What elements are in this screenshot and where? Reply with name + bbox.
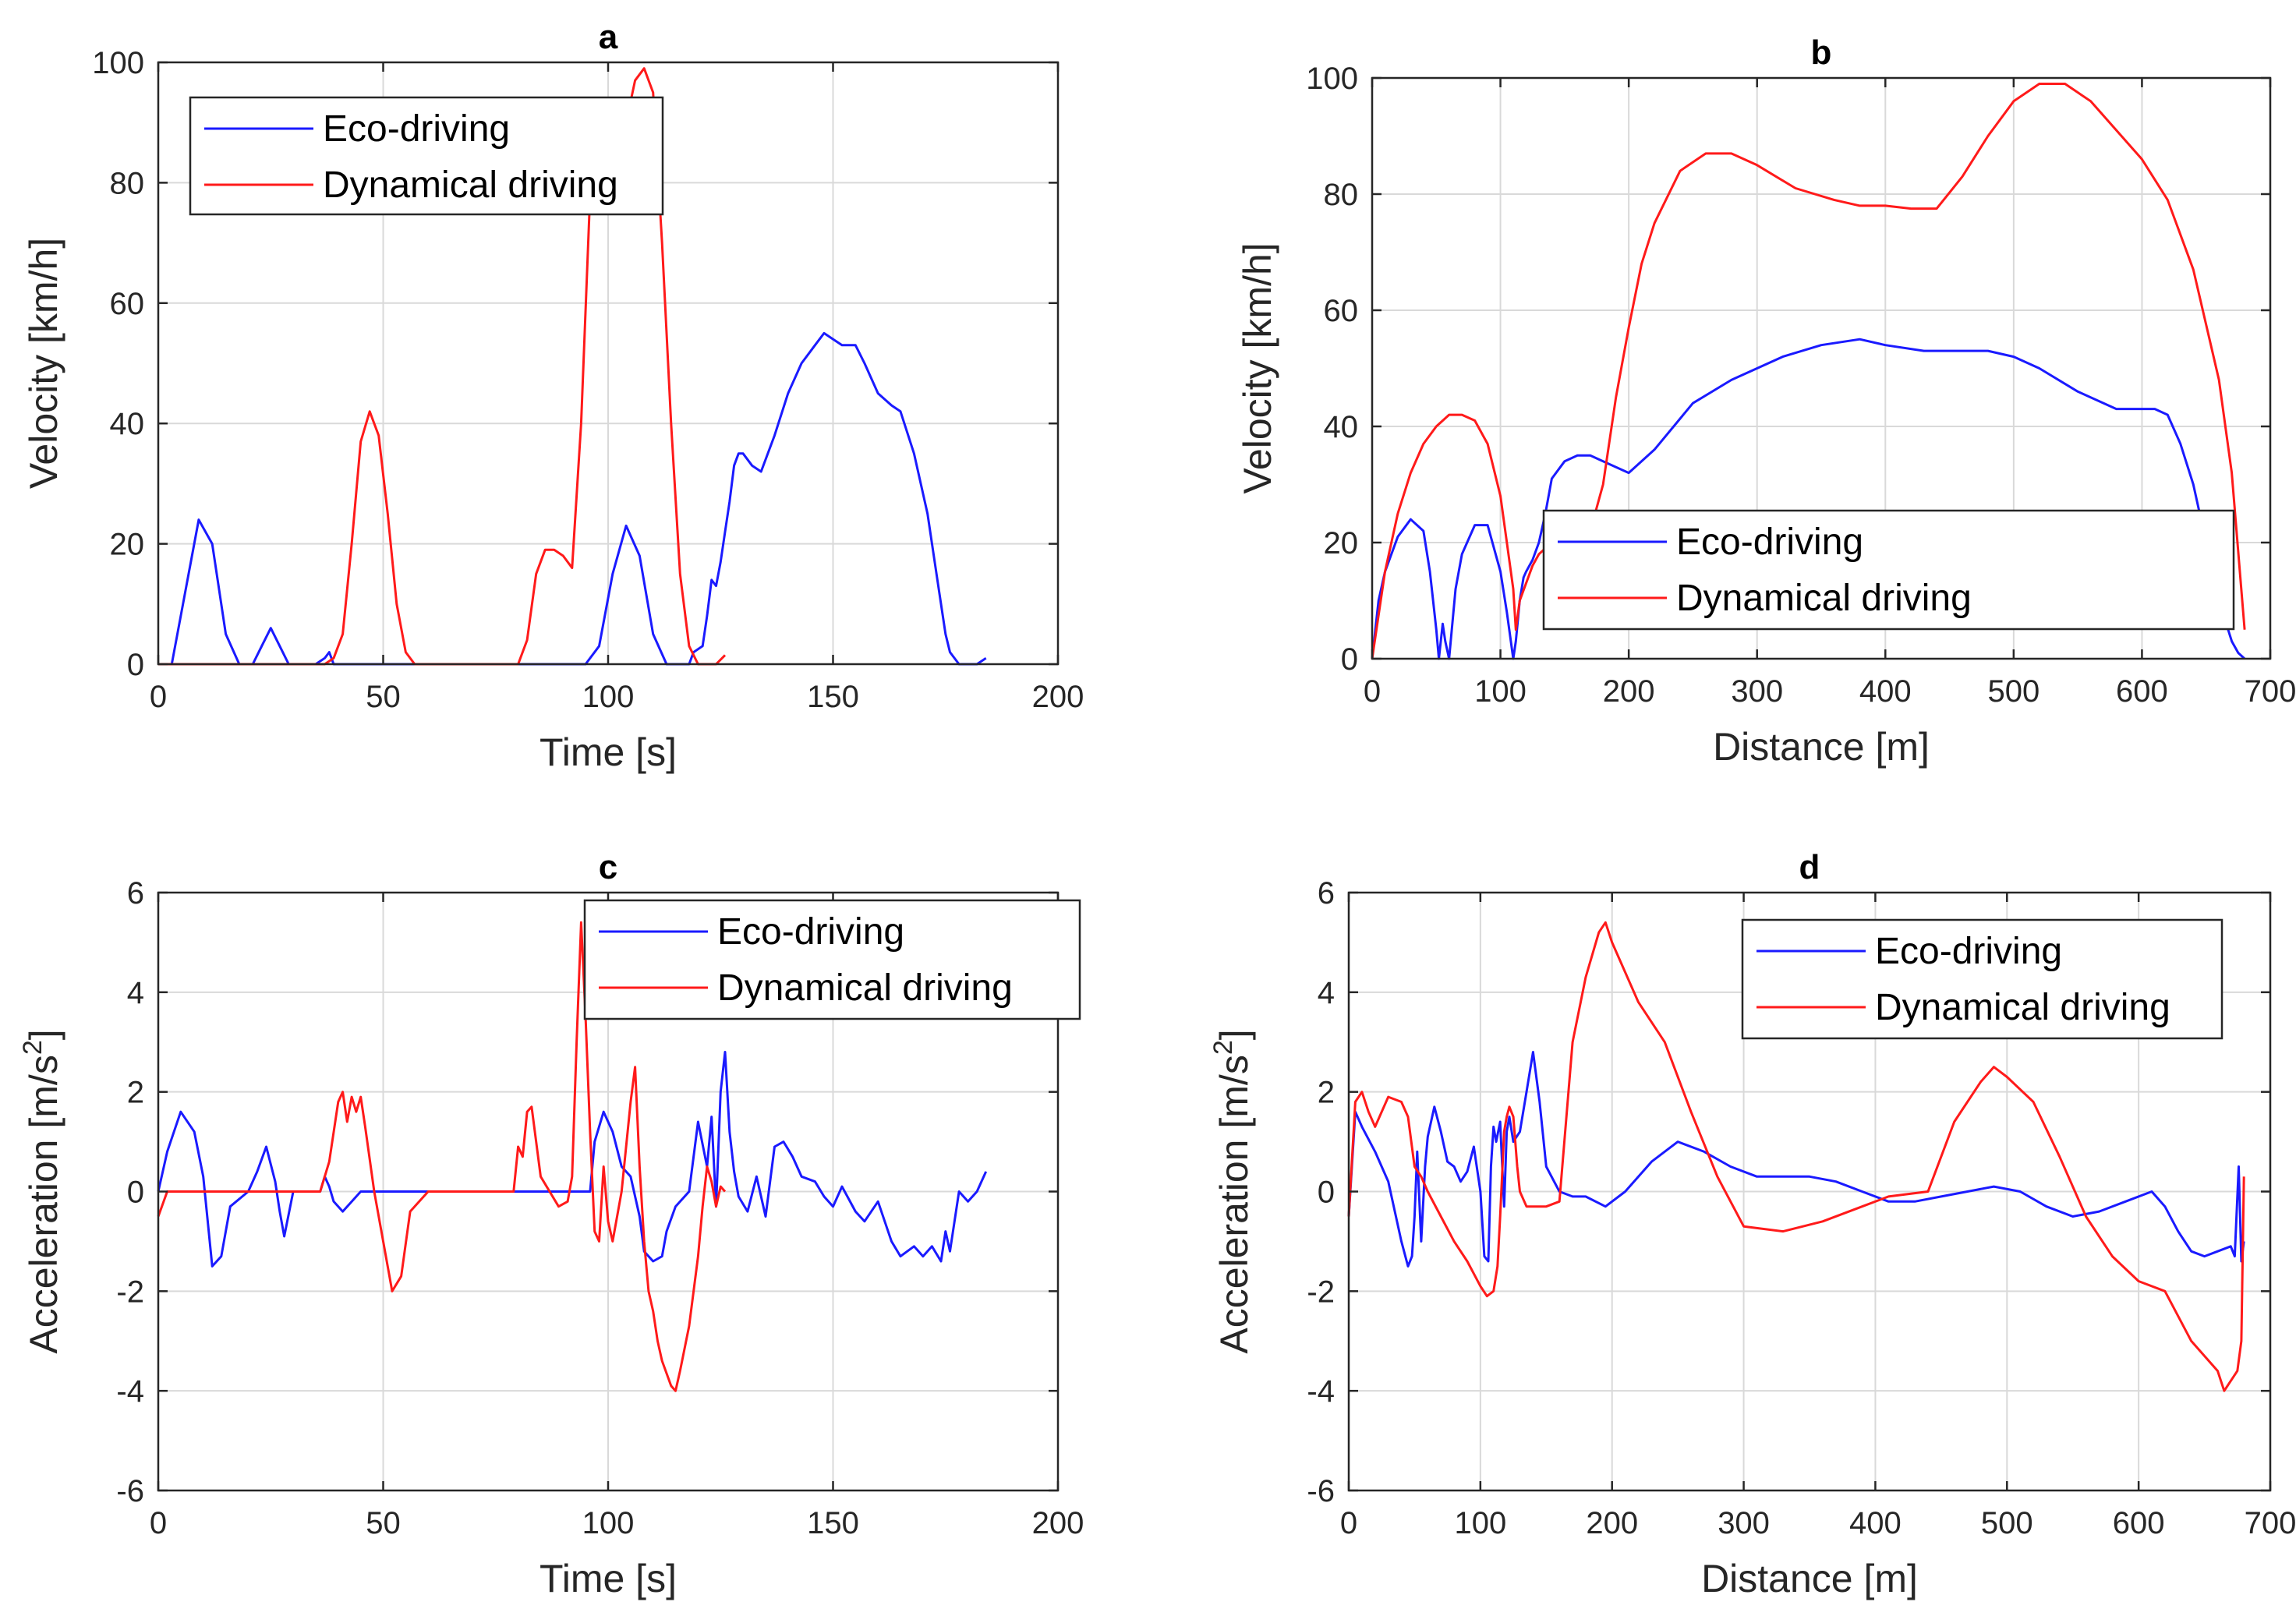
y-tick-label: 20: [110, 528, 145, 562]
legend-label-dynamical-driving: Dynamical driving: [323, 164, 618, 206]
x-tick-label: 700: [2245, 1506, 2296, 1540]
x-tick-label: 50: [366, 680, 401, 714]
y-tick-label: 40: [110, 407, 145, 441]
x-tick-label: 500: [1981, 1506, 2033, 1540]
series-line-dynamical-driving: [158, 67, 727, 666]
series-line-dynamical-driving: [157, 921, 727, 1392]
chart-title: b: [1811, 34, 1832, 72]
y-tick-label: 0: [127, 648, 144, 682]
x-tick-label: 300: [1731, 674, 1783, 709]
x-tick-label: 150: [807, 680, 859, 714]
x-tick-label: 500: [1987, 674, 2040, 709]
x-axis-label: Distance [m]: [1701, 1557, 1918, 1600]
x-tick-label: 200: [1032, 680, 1084, 714]
x-tick-label: 200: [1586, 1506, 1638, 1540]
x-tick-label: 200: [1032, 1506, 1084, 1540]
x-axis-label: Time [s]: [540, 730, 677, 774]
legend-label-eco-driving: Eco-driving: [1676, 522, 1863, 563]
y-tick-label: 0: [1318, 1176, 1335, 1210]
legend-label-dynamical-driving: Dynamical driving: [717, 967, 1013, 1009]
y-tick-label: 80: [1324, 178, 1359, 212]
y-tick-label: -4: [1307, 1374, 1335, 1409]
y-axis-label: Velocity [km/h]: [22, 238, 65, 489]
panel-b: 0 100 200 300 400 500 600 700 0 20 40 60 80 100 b Dista…: [1236, 34, 2296, 769]
series-line-dynamical-driving: [1347, 921, 2245, 1392]
y-tick-label: 40: [1324, 410, 1359, 444]
chart-title: c: [599, 848, 617, 886]
chart-title: d: [1799, 848, 1820, 886]
chart-title: a: [599, 18, 618, 56]
legend-box: [583, 899, 1081, 1020]
x-axis-label: Distance [m]: [1713, 725, 1930, 769]
y-tick-label: -6: [116, 1474, 144, 1508]
y-tick-label: 60: [110, 287, 145, 321]
legend-box: [189, 96, 664, 216]
x-tick-label: 100: [582, 680, 635, 714]
x-tick-label: 0: [150, 680, 167, 714]
y-tick-label: 60: [1324, 294, 1359, 328]
y-axis-label: Velocity [km/h]: [1236, 242, 1279, 493]
y-tick-label: 100: [92, 46, 144, 80]
legend: Eco-driving Dynamical driving: [583, 899, 1081, 1020]
y-tick-label: 80: [110, 166, 145, 200]
panel-c: 0 50 100 150 200 -6 -4 -2 0 2 4 6 c Time [s] Accelerat…: [18, 848, 1084, 1600]
x-tick-label: 400: [1859, 674, 1912, 709]
legend-box: [1542, 509, 2235, 631]
y-tick-label: 20: [1324, 526, 1359, 560]
legend-label-dynamical-driving: Dynamical driving: [1676, 578, 1972, 619]
legend-label-eco-driving: Eco-driving: [1875, 931, 2062, 972]
series-line-eco-driving: [157, 1051, 988, 1268]
x-tick-label: 0: [1340, 1506, 1357, 1540]
y-tick-label: 2: [127, 1076, 144, 1110]
panel-d: 0 100 200 300 400 500 600 700 -6 -4 -2 0 2 4 6 d Distanc…: [1208, 848, 2296, 1600]
x-tick-label: 100: [582, 1506, 635, 1540]
legend: Eco-driving Dynamical driving: [1741, 918, 2223, 1040]
y-tick-label: 0: [127, 1176, 144, 1210]
x-tick-label: 0: [150, 1506, 167, 1540]
x-tick-label: 50: [366, 1506, 401, 1540]
y-tick-label: 100: [1306, 62, 1358, 96]
axes-frame: [1371, 76, 2272, 660]
panel-a: 0 50 100 150 200 0 20 40 60 80 100 a Time [s] Velocit…: [22, 18, 1084, 774]
y-tick-label: -2: [116, 1275, 144, 1309]
x-tick-label: 600: [2113, 1506, 2165, 1540]
legend: Eco-driving Dynamical driving: [189, 96, 664, 216]
x-axis-label: Time [s]: [540, 1557, 677, 1600]
x-tick-label: 300: [1718, 1506, 1770, 1540]
series-line-dynamical-driving: [1371, 83, 2246, 659]
y-axis-label: Acceleration [m/s2]: [1208, 1029, 1256, 1353]
y-tick-label: 4: [127, 976, 144, 1010]
x-tick-label: 600: [2116, 674, 2168, 709]
y-tick-label: 4: [1318, 976, 1335, 1010]
y-axis-label: Acceleration [m/s2]: [18, 1029, 65, 1353]
legend-label-eco-driving: Eco-driving: [323, 108, 510, 150]
legend-box: [1741, 918, 2223, 1040]
y-tick-label: 6: [127, 876, 144, 911]
x-tick-label: 150: [807, 1506, 859, 1540]
y-tick-label: -2: [1307, 1275, 1335, 1309]
x-tick-label: 0: [1364, 674, 1381, 709]
series-line-eco-driving: [1347, 1051, 2245, 1268]
series-line-eco-driving: [1371, 338, 2246, 660]
y-tick-label: 0: [1341, 642, 1358, 677]
x-tick-label: 700: [2245, 674, 2296, 709]
series-line-eco-driving: [158, 331, 987, 666]
legend-label-dynamical-driving: Dynamical driving: [1875, 987, 2170, 1028]
legend: Eco-driving Dynamical driving: [1542, 509, 2235, 631]
x-tick-label: 100: [1474, 674, 1527, 709]
y-tick-label: -4: [116, 1374, 144, 1409]
y-tick-label: 2: [1318, 1076, 1335, 1110]
x-tick-label: 400: [1849, 1506, 1902, 1540]
y-tick-label: 6: [1318, 876, 1335, 911]
y-tick-label: -6: [1307, 1474, 1335, 1508]
legend-label-eco-driving: Eco-driving: [717, 911, 904, 953]
x-tick-label: 100: [1454, 1506, 1506, 1540]
x-tick-label: 200: [1603, 674, 1655, 709]
